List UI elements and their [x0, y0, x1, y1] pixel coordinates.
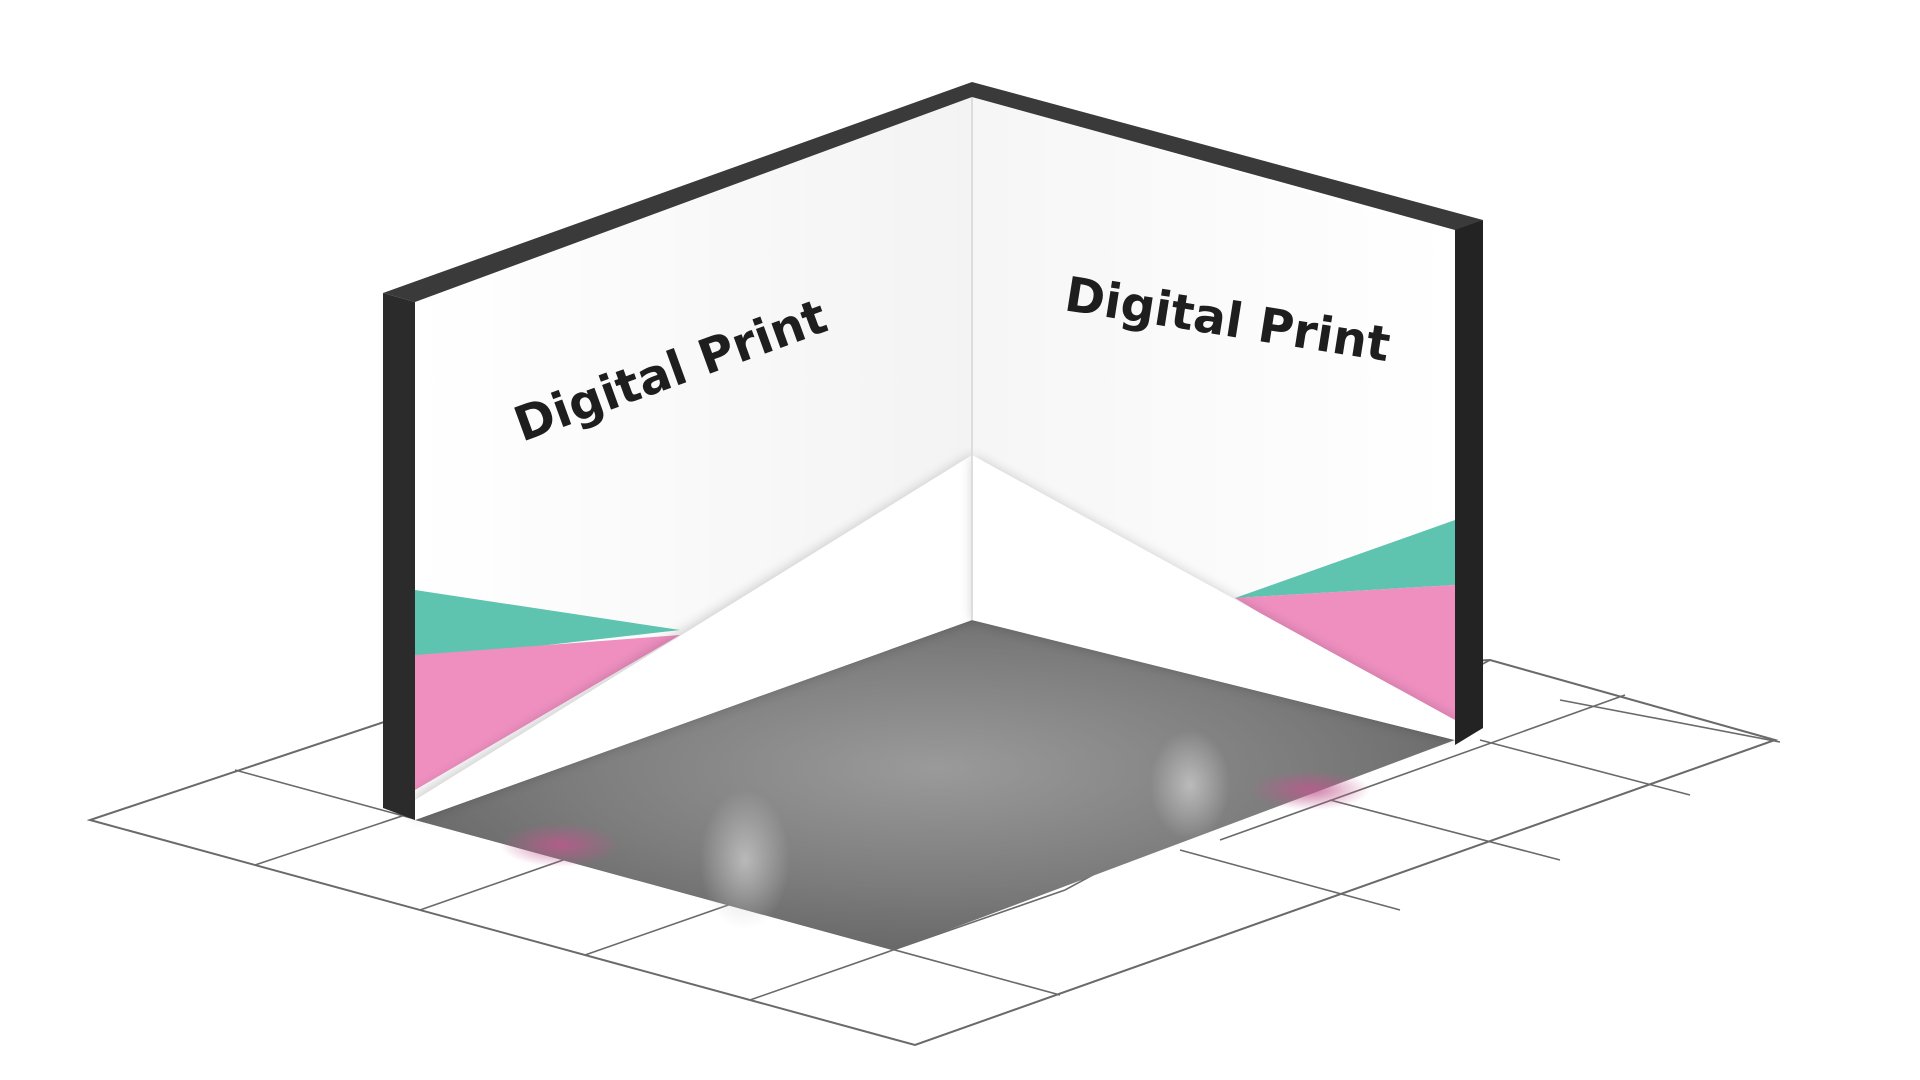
left-wall: Digital Print — [415, 95, 972, 820]
booth-frame — [383, 82, 1483, 820]
booth-floor — [415, 620, 1455, 950]
floor-pink-right — [1250, 770, 1370, 810]
right-wall-teal-band — [1235, 520, 1455, 598]
right-wall: Digital Print — [972, 95, 1455, 740]
left-wall-white-wedge — [415, 455, 972, 820]
right-wall-white-wedge — [972, 455, 1455, 740]
left-post — [383, 293, 415, 820]
left-wall-teal-band — [415, 590, 680, 660]
floor-carpet — [415, 620, 1455, 950]
right-post — [1455, 220, 1483, 745]
floor-pink-left — [500, 823, 620, 867]
floor-spot-left — [700, 790, 790, 930]
floor-spot-right — [1150, 730, 1230, 840]
